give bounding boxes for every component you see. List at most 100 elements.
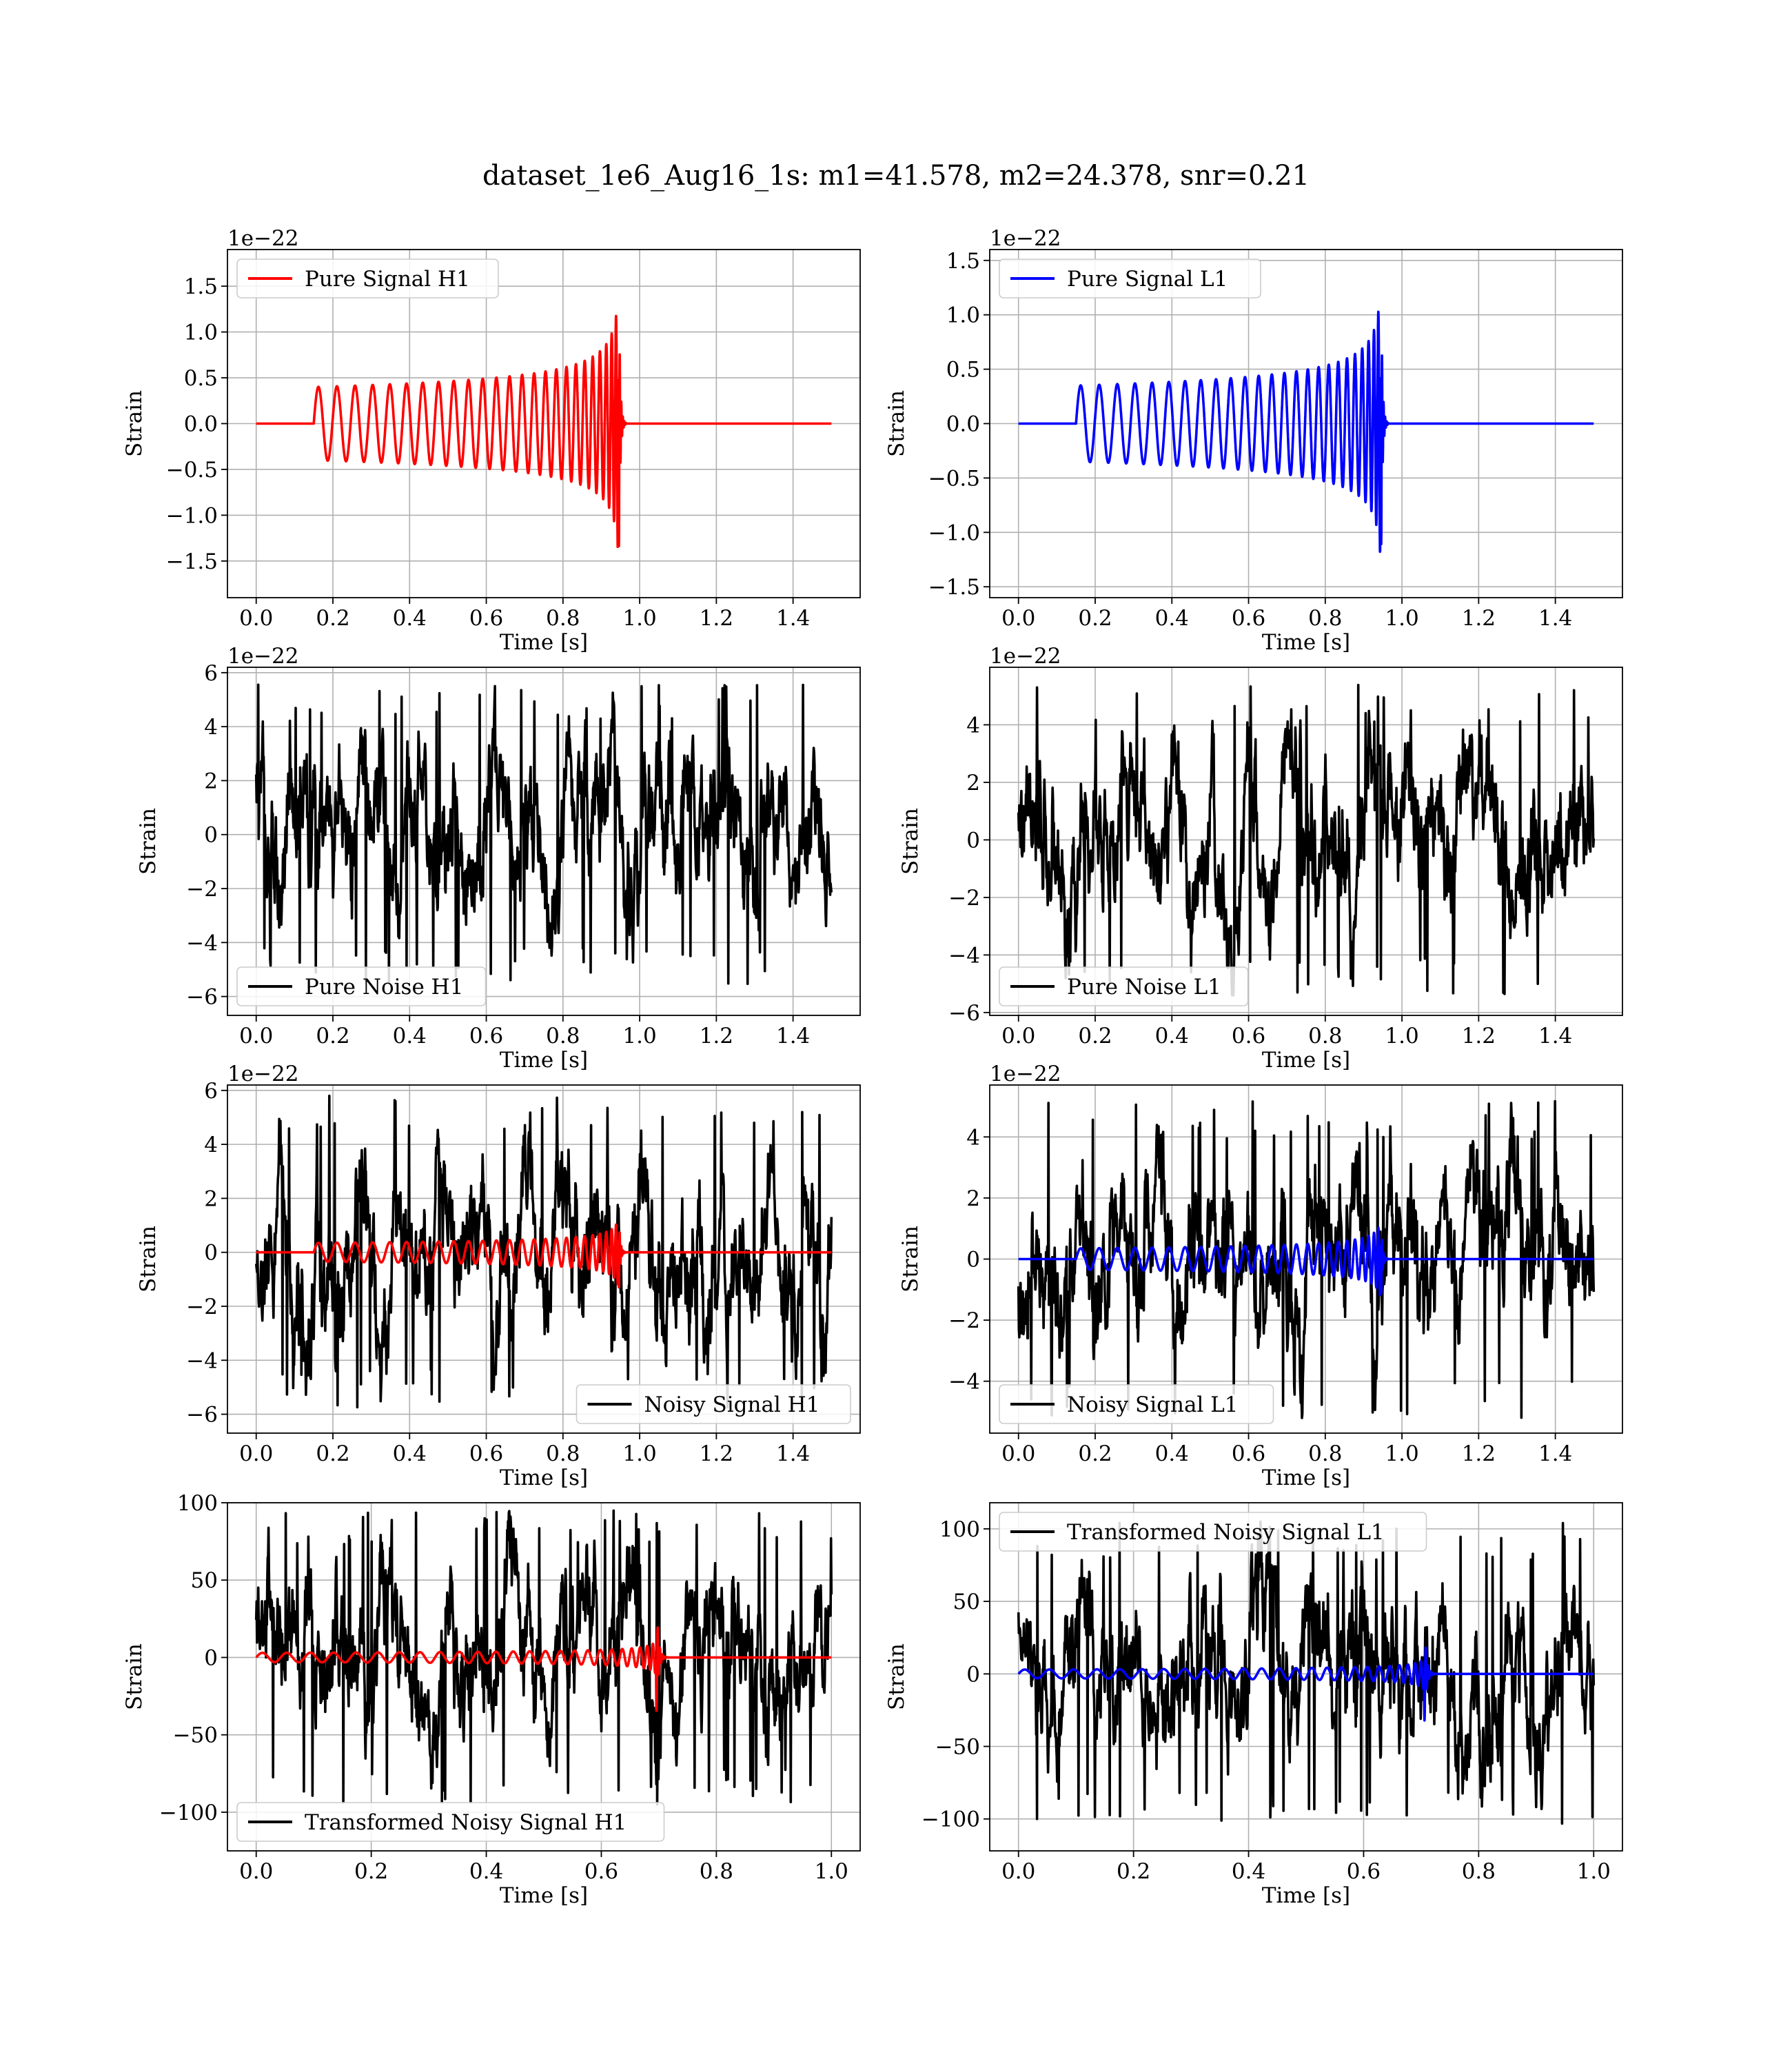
y-tick-label: −1.5	[166, 549, 218, 574]
y-offset-text: 1e−22	[227, 644, 299, 669]
axes-frame	[227, 1084, 861, 1434]
y-axis-label: Strain	[884, 390, 909, 457]
y-offset-text: 1e−22	[227, 1062, 299, 1086]
legend: Pure Signal L1	[999, 258, 1261, 298]
grid-lines	[227, 667, 860, 1015]
x-tick-label: 0.8	[700, 1859, 733, 1884]
y-tick-label: −4	[948, 1370, 980, 1395]
series-line-2	[1018, 1226, 1594, 1297]
series-group	[1018, 310, 1594, 554]
y-tick-label: −4	[186, 1348, 218, 1373]
y-tick-label: 6	[204, 661, 218, 686]
x-tick-label: 1.4	[776, 606, 810, 631]
x-tick-label: 0.6	[469, 606, 503, 631]
legend: Transformed Noisy Signal L1	[999, 1512, 1427, 1552]
y-tick-label: −6	[186, 985, 218, 1010]
y-tick-label: 2	[204, 769, 218, 793]
x-tick-label: 0.2	[1078, 606, 1112, 631]
y-tick-label: 0	[966, 1662, 980, 1687]
y-tick-label: −6	[948, 1001, 980, 1026]
axes-frame	[227, 667, 861, 1016]
x-axis-label: Time [s]	[500, 1048, 588, 1073]
x-tick-label: 0.6	[469, 1024, 503, 1048]
series-line-1	[1017, 683, 1596, 997]
x-tick-label: 0.8	[546, 1441, 580, 1466]
x-tick-label: 1.0	[622, 1441, 656, 1466]
series-line-1	[1017, 1520, 1596, 1825]
series-line-2	[256, 1223, 832, 1289]
y-tick-label: −0.5	[928, 466, 980, 491]
x-tick-label: 0.2	[316, 1024, 349, 1048]
subplot-8: 0.0 0.2 0.4 0.6 0.8 1.0 −100 −50 0 50 100 Time [s] S…	[884, 1502, 1623, 1908]
legend-label: Noisy Signal H1	[644, 1392, 820, 1417]
y-tick-label: 4	[966, 1125, 980, 1150]
y-tick-label: 0.5	[946, 358, 980, 383]
y-tick-label: 0.0	[946, 412, 980, 437]
x-tick-label: 0.0	[239, 1441, 273, 1466]
x-axis-label: Time [s]	[1262, 1883, 1350, 1908]
y-axis-label: Strain	[884, 1643, 909, 1710]
legend-label: Pure Noise L1	[1067, 975, 1221, 1000]
subplot-5: 0.0 0.2 0.4 0.6 0.8 1.0 1.2 1.4 −6 −4 −2 0 2 4 6 1e−22 T…	[136, 1062, 861, 1490]
axes-frame	[227, 1502, 861, 1852]
y-tick-label: −50	[935, 1735, 980, 1760]
x-tick-label: 0.2	[316, 1441, 349, 1466]
x-tick-label: 0.2	[316, 606, 349, 631]
series-line-1	[256, 314, 832, 549]
x-tick-label: 1.4	[1538, 606, 1572, 631]
x-tick-label: 0.4	[1155, 1441, 1189, 1466]
x-tick-label: 0.6	[1232, 1441, 1265, 1466]
x-tick-label: 1.2	[700, 1441, 733, 1466]
x-tick-label: 0.8	[1308, 1441, 1342, 1466]
x-tick-label: 0.6	[584, 1859, 618, 1884]
x-tick-label: 0.0	[239, 1859, 273, 1884]
series-line-1	[1017, 1099, 1596, 1419]
y-axis-label: Strain	[122, 390, 147, 457]
legend-label: Pure Signal H1	[305, 267, 470, 292]
subplot-grid: 0.0 0.2 0.4 0.6 0.8 1.0 1.2 1.4 −1.5 −1.0 −0.5 0.0 0…	[122, 226, 1623, 1908]
x-tick-label: 0.8	[1308, 1024, 1342, 1048]
x-tick-label: 0.8	[1308, 606, 1342, 631]
y-tick-label: 2	[966, 771, 980, 795]
x-tick-label: 1.2	[700, 606, 733, 631]
y-tick-label: 1.0	[946, 303, 980, 328]
y-tick-label: 0	[204, 1645, 218, 1670]
x-tick-label: 1.0	[622, 606, 656, 631]
y-tick-label: −100	[159, 1801, 218, 1825]
y-tick-label: 50	[191, 1568, 218, 1593]
y-tick-label: −6	[186, 1403, 218, 1428]
x-tick-label: 1.2	[700, 1024, 733, 1048]
x-tick-label: 1.4	[1538, 1441, 1572, 1466]
x-axis-label: Time [s]	[500, 1466, 588, 1490]
x-axis-label: Time [s]	[1262, 1048, 1350, 1073]
series-group	[256, 314, 832, 549]
x-tick-label: 1.2	[1462, 1441, 1496, 1466]
x-tick-label: 0.4	[1155, 1024, 1189, 1048]
y-tick-label: 0	[204, 1241, 218, 1266]
y-tick-label: 50	[953, 1590, 980, 1614]
y-axis-label: Strain	[898, 808, 923, 875]
y-tick-label: 0	[966, 828, 980, 853]
series-group	[1017, 1099, 1596, 1419]
legend-label: Transformed Noisy Signal H1	[305, 1810, 627, 1835]
y-tick-label: −1.0	[166, 503, 218, 528]
y-tick-label: 0	[966, 1248, 980, 1273]
legend: Pure Signal H1	[236, 258, 499, 298]
y-tick-label: 1.5	[946, 249, 980, 274]
x-tick-label: 0.4	[393, 1441, 427, 1466]
x-axis-label: Time [s]	[500, 630, 588, 655]
series-line-1	[1018, 310, 1594, 554]
y-tick-label: 100	[939, 1517, 980, 1542]
x-tick-label: 1.0	[1385, 1024, 1418, 1048]
series-group	[254, 683, 833, 985]
y-tick-label: −2	[948, 886, 980, 911]
legend-box	[576, 1384, 851, 1424]
legend: Pure Noise H1	[236, 966, 487, 1006]
y-offset-text: 1e−22	[990, 226, 1061, 251]
x-tick-label: 1.4	[1538, 1024, 1572, 1048]
x-tick-label: 1.0	[622, 1024, 656, 1048]
x-tick-label: 0.6	[1347, 1859, 1381, 1884]
y-tick-label: 1.0	[184, 321, 218, 345]
legend-box	[999, 1512, 1427, 1552]
